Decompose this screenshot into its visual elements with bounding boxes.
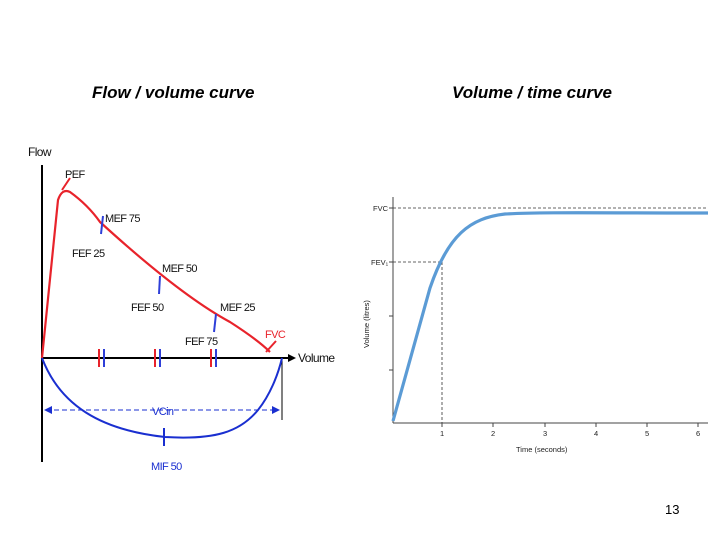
page-number: 13 [665,502,680,517]
fv-x-axis-label: Volume [298,351,335,365]
fv-expiratory-curve [40,189,271,359]
fv-fef50-label: FEF 50 [131,302,164,314]
flow-volume-title: Flow / volume curve [92,83,255,102]
fv-inspiratory-curve [41,357,283,439]
fv-mef50-marker [158,275,161,295]
fv-x-axis-arrow [288,354,296,362]
fv-mef25-marker [213,313,217,333]
volume-time-title: Volume / time curve [452,83,612,102]
fv-mef75-marker [100,215,104,235]
fv-mif50-label: MIF 50 [151,461,182,473]
fv-fef75-label: FEF 75 [185,336,218,348]
fv-vcin-arrow-left [44,406,52,414]
fv-pef-label: PEF [65,169,85,181]
fv-pef-pointer [61,177,71,191]
fv-fvc-pointer [265,340,277,353]
fv-y-axis-label: Flow [28,145,52,159]
fv-fvc-label: FVC [265,329,286,341]
fv-vcin-label: VCin [152,406,174,418]
fv-mef75-label: MEF 75 [105,213,140,225]
fv-fef25-label: FEF 25 [72,248,105,260]
fv-vcin-arrow-right [272,406,280,414]
fv-mef25-label: MEF 25 [220,302,255,314]
fv-mef50-label: MEF 50 [162,263,197,275]
